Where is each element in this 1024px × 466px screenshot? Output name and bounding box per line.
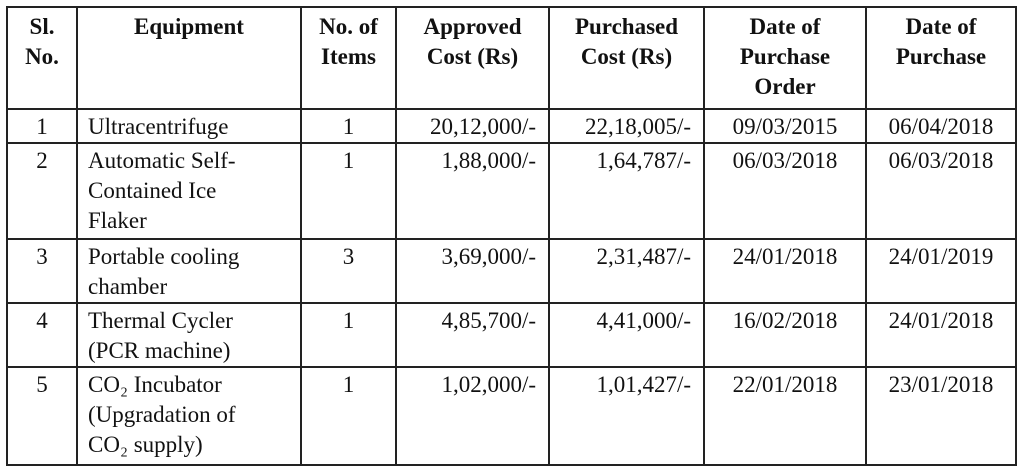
table-cell: CO₂ Incubator (Upgradation of CO₂ supply… <box>76 366 302 466</box>
table-cell: 4,85,700/- <box>395 302 550 368</box>
table-row: 2 Automatic Self-Contained Ice Flaker 1 1,8… <box>6 142 1017 240</box>
table-cell: 22,18,005/- <box>548 108 705 144</box>
header-cell: Purchased Cost (Rs) <box>548 6 705 110</box>
table-cell: 1 <box>6 108 78 144</box>
table-cell: 22/01/2018 <box>703 366 867 466</box>
table-cell: 3,69,000/- <box>395 238 550 304</box>
table-cell: 3 <box>300 238 397 304</box>
table-cell: 09/03/2015 <box>703 108 867 144</box>
table-cell: 1,64,787/- <box>548 142 705 240</box>
header-cell: Date of Purchase Order <box>703 6 867 110</box>
table-cell: Ultracentrifuge <box>76 108 302 144</box>
table-row: 5 CO₂ Incubator (Upgradation of CO₂ suppl… <box>6 366 1017 466</box>
table-cell: 1 <box>300 366 397 466</box>
table-cell: 1,02,000/- <box>395 366 550 466</box>
table-row: 3 Portable cooling chamber 3 3,69,000/- 2,31… <box>6 238 1017 304</box>
table-cell: 5 <box>6 366 78 466</box>
header-row: Sl. No. Equipment No. of Items Approved Cos… <box>6 6 1017 110</box>
table-cell: 24/01/2018 <box>865 302 1017 368</box>
table-cell: 06/03/2018 <box>865 142 1017 240</box>
table-cell: 1,88,000/- <box>395 142 550 240</box>
table-row: 1 Ultracentrifuge 1 20,12,000/- 22,18,005/- 0… <box>6 108 1017 144</box>
table-cell: Automatic Self-Contained Ice Flaker <box>76 142 302 240</box>
header-cell: Date of Purchase <box>865 6 1017 110</box>
equipment-table: Sl. No. Equipment No. of Items Approved Cos… <box>6 6 1017 466</box>
table-cell: 1,01,427/- <box>548 366 705 466</box>
table-row: 4 Thermal Cycler (PCR machine) 1 4,85,700/-… <box>6 302 1017 368</box>
table-cell: 2 <box>6 142 78 240</box>
table-cell: 24/01/2019 <box>865 238 1017 304</box>
header-cell: No. of Items <box>300 6 397 110</box>
table-cell: 06/04/2018 <box>865 108 1017 144</box>
table-cell: Portable cooling chamber <box>76 238 302 304</box>
table-cell: 4,41,000/- <box>548 302 705 368</box>
header-cell: Approved Cost (Rs) <box>395 6 550 110</box>
table-cell: 23/01/2018 <box>865 366 1017 466</box>
table-cell: 1 <box>300 302 397 368</box>
table-cell: 16/02/2018 <box>703 302 867 368</box>
header-cell: Equipment <box>76 6 302 110</box>
table-cell: 06/03/2018 <box>703 142 867 240</box>
table-cell: 24/01/2018 <box>703 238 867 304</box>
table-cell: 1 <box>300 142 397 240</box>
table-cell: 3 <box>6 238 78 304</box>
table-cell: Thermal Cycler (PCR machine) <box>76 302 302 368</box>
header-cell: Sl. No. <box>6 6 78 110</box>
table-cell: 1 <box>300 108 397 144</box>
table-cell: 2,31,487/- <box>548 238 705 304</box>
table-cell: 4 <box>6 302 78 368</box>
table-cell: 20,12,000/- <box>395 108 550 144</box>
